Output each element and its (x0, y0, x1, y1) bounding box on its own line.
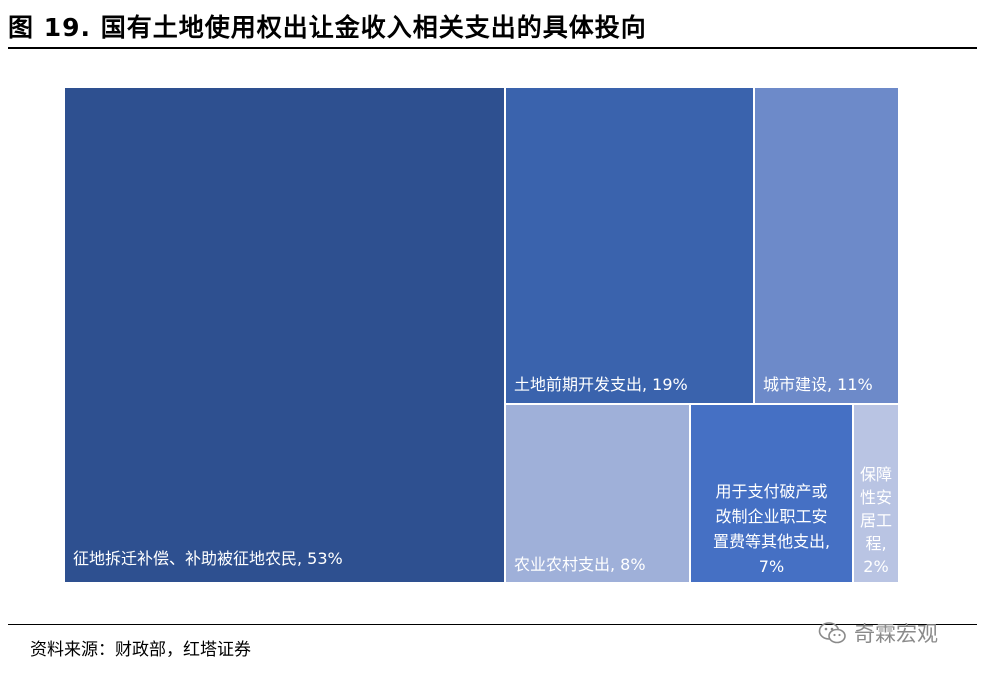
watermark-text: 奇霖宏观 (854, 622, 938, 646)
source-note: 资料来源：财政部，红塔证券 (30, 640, 251, 660)
treemap-rect (65, 88, 504, 582)
treemap-label: 保障性安居工程, 2% (860, 465, 892, 576)
treemap-rect (506, 88, 753, 403)
treemap-cell: 城市建设, 11% (755, 88, 898, 403)
title-rule (8, 47, 977, 49)
treemap-label: 土地前期开发支出, 19% (514, 375, 688, 394)
treemap-rect (506, 405, 689, 582)
treemap-rect (691, 405, 852, 582)
treemap-label: 用于支付破产或改制企业职工安置费等其他支出, 7% (713, 482, 830, 576)
treemap-rect (755, 88, 898, 403)
treemap-rect (854, 405, 898, 582)
treemap-label: 征地拆迁补偿、补助被征地农民, 53% (73, 549, 343, 568)
treemap-cell: 农业农村支出, 8% (506, 405, 689, 582)
watermark: 奇霖宏观 (818, 618, 938, 648)
source-rule (8, 624, 977, 625)
treemap-cell: 土地前期开发支出, 19% (506, 88, 753, 403)
treemap-cell: 征地拆迁补偿、补助被征地农民, 53% (65, 88, 504, 582)
chart-title: 图 19. 国有土地使用权出让金收入相关支出的具体投向 (8, 13, 647, 42)
wechat-icon (818, 622, 846, 644)
treemap-cell: 保障性安居工程, 2% (854, 405, 898, 582)
treemap-label: 农业农村支出, 8% (514, 555, 646, 574)
treemap-cell: 用于支付破产或改制企业职工安置费等其他支出, 7% (691, 405, 852, 582)
treemap-label: 城市建设, 11% (763, 375, 873, 394)
